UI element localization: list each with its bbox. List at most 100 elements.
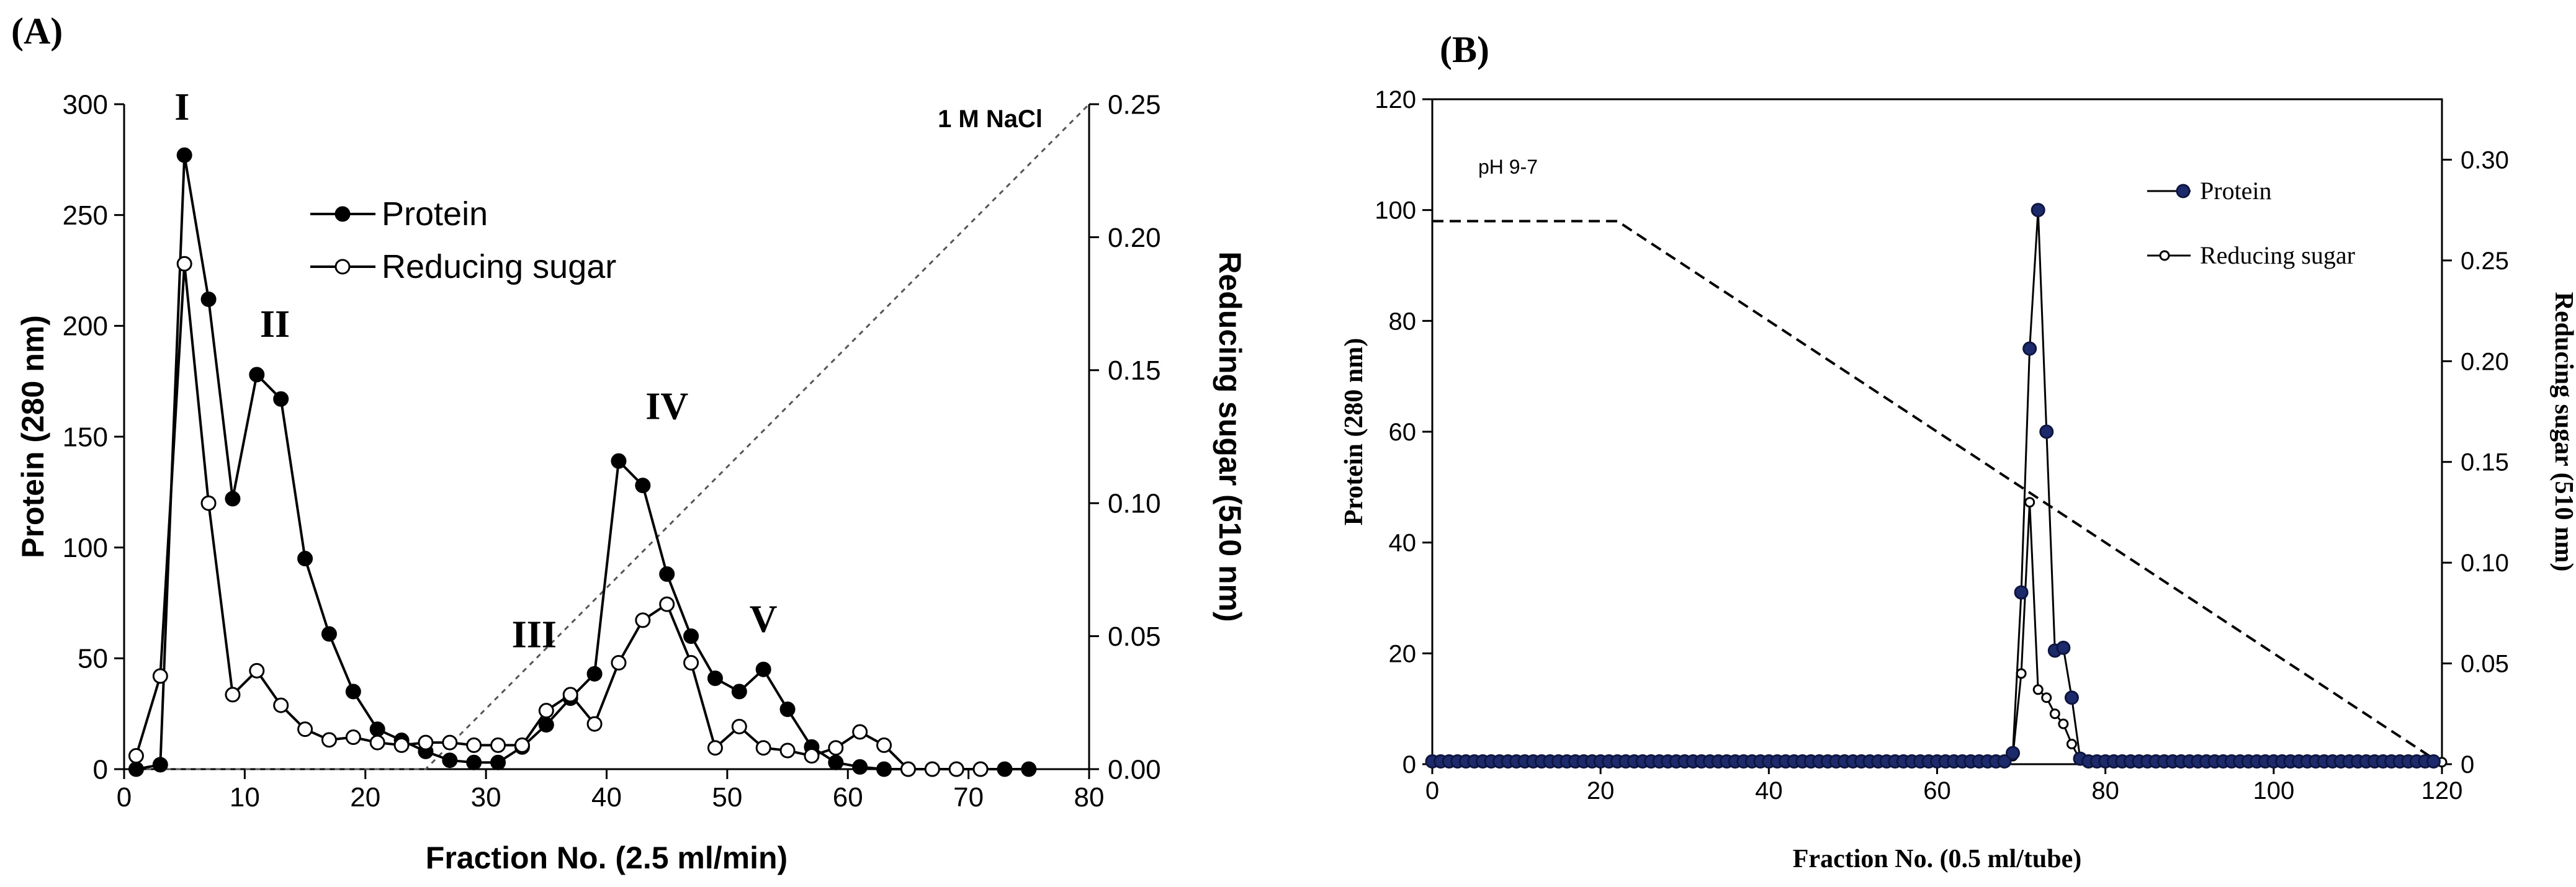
reducing-sugar-point — [755, 740, 771, 756]
legend-protein-marker — [334, 206, 351, 222]
protein-point — [731, 684, 747, 700]
reducing-sugar-point — [200, 495, 217, 511]
y2-axis-title: Reducing sugar (510 nm) — [1213, 251, 1247, 622]
y-tick-label: 0 — [93, 754, 108, 785]
reducing-sugar-point — [779, 742, 796, 759]
protein-line — [136, 154, 1029, 770]
x-tick-label: 80 — [2091, 777, 2119, 805]
peak-label: V — [750, 598, 778, 640]
y2-tick-label: 0.25 — [2461, 247, 2509, 275]
y2-tick-label: 0.20 — [1108, 223, 1161, 253]
reducing-sugar-point — [586, 716, 603, 732]
protein-point — [490, 754, 506, 770]
y2-tick-label: 0.20 — [2461, 348, 2509, 375]
x-tick-label: 40 — [1755, 777, 1783, 805]
reducing-sugar-point — [2024, 497, 2035, 508]
nacl-gradient-line — [136, 103, 1090, 770]
protein-point — [2039, 424, 2054, 439]
legend-sugar-label: Reducing sugar — [2200, 241, 2355, 269]
protein-point — [2006, 746, 2021, 760]
protein-point — [249, 367, 265, 383]
reducing-sugar-point — [876, 737, 892, 753]
peak-label: I — [174, 86, 189, 128]
peak-label: III — [512, 613, 557, 656]
y-axis-title: Protein (280 nm) — [1340, 338, 1368, 526]
reducing-sugar-point — [442, 734, 458, 751]
protein-point — [2064, 690, 2079, 705]
protein-point — [152, 757, 168, 773]
protein-point — [779, 702, 796, 718]
protein-point — [200, 291, 217, 307]
protein-point — [2031, 203, 2045, 218]
reducing-sugar-point — [514, 737, 530, 753]
peak-label: IV — [645, 385, 688, 427]
reducing-sugar-point — [635, 612, 651, 628]
x-axis-title: Fraction No. (2.5 ml/min) — [426, 840, 788, 875]
legend-protein-label: Protein — [2200, 177, 2272, 205]
panel-label: (B) — [1440, 29, 1489, 70]
y-tick-label: 300 — [63, 89, 108, 120]
reducing-sugar-point — [828, 740, 844, 756]
x-tick-label: 20 — [350, 782, 380, 813]
reducing-sugar-point — [2058, 718, 2069, 729]
y2-tick-label: 0.15 — [2461, 449, 2509, 476]
protein-point — [321, 626, 337, 642]
protein-point — [442, 752, 458, 769]
reducing-sugar-point — [466, 737, 482, 753]
x-tick-label: 60 — [1923, 777, 1951, 805]
y2-tick-label: 0 — [2461, 751, 2474, 778]
x-tick-label: 30 — [471, 782, 501, 813]
protein-point — [586, 666, 603, 682]
protein-point — [2426, 754, 2441, 769]
y-tick-label: 250 — [63, 200, 108, 231]
x-tick-label: 70 — [953, 782, 984, 813]
reducing-sugar-point — [948, 761, 964, 777]
gradient-label: pH 9-7 — [1478, 156, 1538, 178]
x-tick-label: 120 — [2421, 777, 2463, 805]
y-tick-label: 80 — [1389, 308, 1417, 335]
protein-point — [876, 761, 892, 777]
reducing-sugar-point — [683, 654, 699, 671]
reducing-sugar-point — [2016, 668, 2027, 679]
legend-sugar-label: Reducing sugar — [382, 248, 616, 285]
peak-label: II — [260, 303, 290, 345]
y-tick-label: 150 — [63, 422, 108, 452]
protein-point — [345, 684, 361, 700]
reducing-sugar-point — [538, 703, 554, 719]
protein-point — [828, 754, 844, 770]
y2-tick-label: 0.15 — [1108, 355, 1161, 386]
reducing-sugar-point — [804, 748, 820, 764]
protein-point — [538, 717, 554, 733]
y2-tick-label: 0.10 — [1108, 489, 1161, 519]
reducing-sugar-point — [369, 734, 385, 751]
reducing-sugar-point — [490, 737, 506, 753]
x-tick-label: 60 — [833, 782, 863, 813]
reducing-sugar-point — [707, 740, 723, 756]
x-axis-title: Fraction No. (0.5 ml/tube) — [1793, 845, 2081, 873]
protein-point — [369, 721, 385, 738]
x-tick-label: 0 — [117, 782, 132, 813]
panel-label: (A) — [11, 11, 63, 51]
y-tick-label: 100 — [63, 533, 108, 563]
x-tick-label: 40 — [591, 782, 622, 813]
protein-point — [2014, 585, 2029, 600]
protein-point — [176, 147, 192, 163]
reducing-sugar-point — [393, 737, 410, 753]
reducing-sugar-point — [924, 761, 940, 777]
protein-point — [273, 391, 289, 407]
reducing-sugar-point — [418, 734, 434, 751]
x-tick-label: 10 — [230, 782, 260, 813]
protein-point — [1021, 761, 1037, 777]
panel-a-chart: (A) 0 10 20 30 40 50 60 70 80 0 50 100 150 200 250 300 0.… — [11, 11, 1247, 875]
protein-point — [1997, 754, 2012, 769]
y2-tick-label: 0.05 — [2461, 651, 2509, 678]
reducing-sugar-point — [345, 729, 361, 746]
x-tick-label: 50 — [712, 782, 742, 813]
protein-point — [2022, 341, 2037, 356]
y-tick-label: 50 — [78, 644, 108, 674]
reducing-sugar-point — [2041, 692, 2052, 703]
reducing-sugar-point — [900, 761, 916, 777]
y-tick-label: 0 — [1402, 751, 1416, 778]
y2-axis-title: Reducing sugar (510 nm) — [2549, 292, 2576, 572]
